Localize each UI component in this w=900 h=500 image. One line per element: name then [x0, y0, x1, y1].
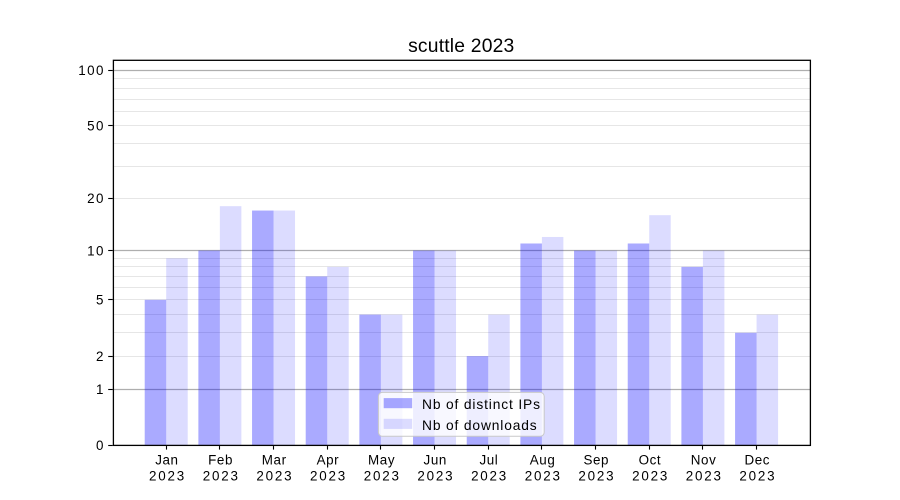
svg-text:scuttle 2023: scuttle 2023 [408, 36, 514, 57]
svg-text:100: 100 [78, 63, 105, 78]
svg-text:Nb of distinct IPs: Nb of distinct IPs [422, 397, 541, 412]
svg-text:20: 20 [87, 191, 105, 206]
svg-text:May: May [368, 452, 395, 467]
svg-text:2023: 2023 [149, 468, 186, 483]
svg-text:Nb of downloads: Nb of downloads [422, 418, 538, 433]
svg-text:Jul: Jul [479, 452, 498, 467]
svg-text:10: 10 [87, 243, 105, 258]
svg-text:2023: 2023 [632, 468, 669, 483]
svg-text:Sep: Sep [583, 452, 609, 467]
svg-text:50: 50 [87, 119, 105, 134]
svg-text:1: 1 [96, 382, 105, 397]
svg-text:Oct: Oct [639, 452, 662, 467]
svg-text:Nov: Nov [691, 452, 717, 467]
svg-text:Jan: Jan [155, 452, 178, 467]
svg-text:Apr: Apr [317, 452, 340, 467]
svg-text:Feb: Feb [208, 452, 233, 467]
svg-text:2023: 2023 [471, 468, 508, 483]
svg-text:5: 5 [96, 293, 105, 308]
svg-text:2023: 2023 [578, 468, 615, 483]
svg-text:2023: 2023 [364, 468, 401, 483]
svg-text:2023: 2023 [525, 468, 562, 483]
svg-text:Aug: Aug [530, 452, 556, 467]
svg-text:2023: 2023 [310, 468, 347, 483]
svg-text:Dec: Dec [744, 452, 770, 467]
svg-text:2023: 2023 [739, 468, 776, 483]
svg-text:2023: 2023 [686, 468, 723, 483]
svg-text:Mar: Mar [262, 452, 287, 467]
svg-text:0: 0 [96, 438, 105, 453]
svg-text:2023: 2023 [256, 468, 293, 483]
svg-text:Jun: Jun [424, 452, 447, 467]
svg-text:2023: 2023 [203, 468, 240, 483]
svg-text:2023: 2023 [417, 468, 454, 483]
svg-text:2: 2 [96, 349, 105, 364]
